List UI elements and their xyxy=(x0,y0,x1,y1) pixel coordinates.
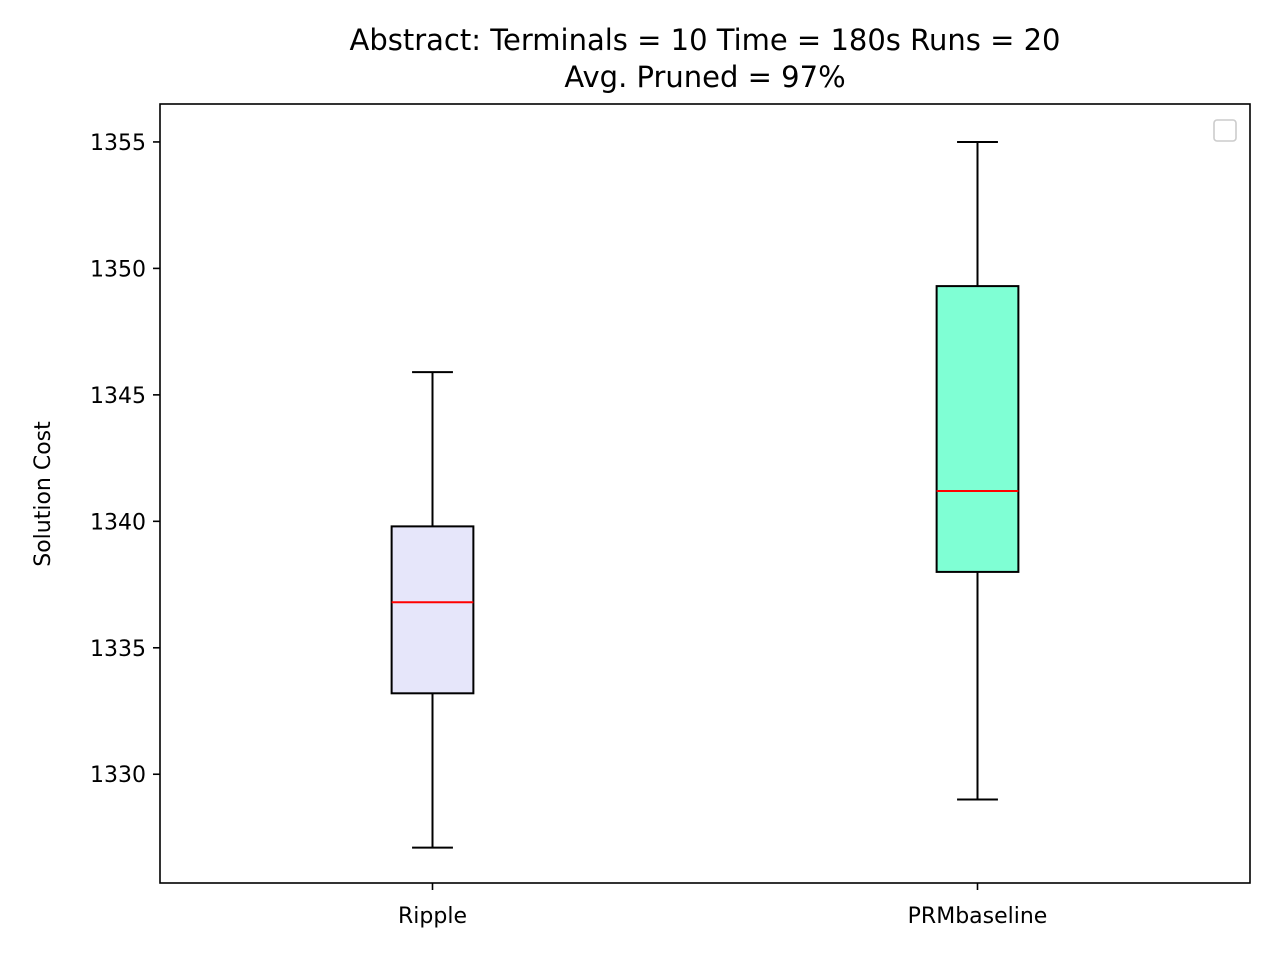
iqr-box xyxy=(935,285,1020,573)
x-axis: Ripple PRMbaseline xyxy=(398,883,1047,929)
box-prmbaseline xyxy=(935,140,1020,801)
y-tick-label: 1340 xyxy=(90,510,146,535)
chart-title-line1: Abstract: Terminals = 10 Time = 180s Run… xyxy=(350,23,1061,57)
box-ripple xyxy=(390,371,475,849)
y-axis-label: Solution Cost xyxy=(31,421,56,567)
x-tick-label: Ripple xyxy=(398,904,467,929)
legend-box xyxy=(1213,119,1237,142)
y-tick-label: 1330 xyxy=(90,763,146,788)
chart-title-line2: Avg. Pruned = 97% xyxy=(564,60,845,94)
boxes-group xyxy=(390,140,1020,849)
y-tick-label: 1350 xyxy=(90,257,146,282)
plot-area xyxy=(159,103,1251,884)
x-tick-label: PRMbaseline xyxy=(908,904,1048,929)
y-tick-label: 1345 xyxy=(90,384,146,409)
y-axis: 1330 1335 1340 1345 1350 1355 xyxy=(90,131,160,788)
y-tick-label: 1355 xyxy=(90,131,146,156)
iqr-box xyxy=(390,525,475,695)
y-tick-label: 1335 xyxy=(90,637,146,662)
